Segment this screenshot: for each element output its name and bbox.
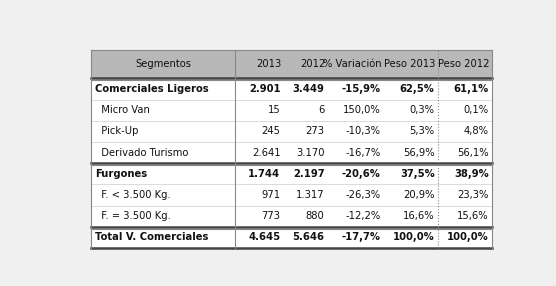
Text: -16,7%: -16,7% <box>345 148 380 158</box>
Bar <box>91 50 492 78</box>
Text: Micro Van: Micro Van <box>96 105 150 115</box>
Text: 2013: 2013 <box>256 59 281 69</box>
Text: 880: 880 <box>306 211 325 221</box>
Text: 5.646: 5.646 <box>292 232 325 242</box>
Text: 5,3%: 5,3% <box>410 126 435 136</box>
Text: Segmentos: Segmentos <box>135 59 191 69</box>
Text: 56,9%: 56,9% <box>403 148 435 158</box>
Text: 2.197: 2.197 <box>293 169 325 179</box>
Text: Derivado Turismo: Derivado Turismo <box>96 148 188 158</box>
Text: 2.901: 2.901 <box>249 84 280 94</box>
Text: 100,0%: 100,0% <box>447 232 489 242</box>
Text: 23,3%: 23,3% <box>458 190 489 200</box>
Text: Furgones: Furgones <box>96 169 147 179</box>
Text: 1.744: 1.744 <box>249 169 280 179</box>
Text: 2.641: 2.641 <box>252 148 280 158</box>
Text: 100,0%: 100,0% <box>393 232 435 242</box>
Text: 971: 971 <box>261 190 280 200</box>
Text: % Variación: % Variación <box>323 59 381 69</box>
Text: 61,1%: 61,1% <box>454 84 489 94</box>
Text: 4.645: 4.645 <box>249 232 280 242</box>
Bar <box>91 78 492 248</box>
Text: 2012: 2012 <box>300 59 325 69</box>
Text: 3.449: 3.449 <box>292 84 325 94</box>
Text: F. = 3.500 Kg.: F. = 3.500 Kg. <box>96 211 171 221</box>
Text: -20,6%: -20,6% <box>342 169 380 179</box>
Text: F. < 3.500 Kg.: F. < 3.500 Kg. <box>96 190 171 200</box>
Text: 273: 273 <box>305 126 325 136</box>
Text: 62,5%: 62,5% <box>400 84 435 94</box>
Text: 245: 245 <box>261 126 280 136</box>
Text: 4,8%: 4,8% <box>464 126 489 136</box>
Text: Pick-Up: Pick-Up <box>96 126 139 136</box>
Text: 0,3%: 0,3% <box>410 105 435 115</box>
Text: -26,3%: -26,3% <box>345 190 380 200</box>
Text: 56,1%: 56,1% <box>457 148 489 158</box>
Text: 20,9%: 20,9% <box>403 190 435 200</box>
Text: Comerciales Ligeros: Comerciales Ligeros <box>96 84 209 94</box>
Text: Peso 2013: Peso 2013 <box>384 59 435 69</box>
Text: 15,6%: 15,6% <box>457 211 489 221</box>
Text: 3.170: 3.170 <box>296 148 325 158</box>
Text: 150,0%: 150,0% <box>343 105 380 115</box>
Text: 16,6%: 16,6% <box>403 211 435 221</box>
Text: 6: 6 <box>318 105 325 115</box>
Text: -15,9%: -15,9% <box>341 84 380 94</box>
Text: 37,5%: 37,5% <box>400 169 435 179</box>
Text: 38,9%: 38,9% <box>454 169 489 179</box>
Text: 15: 15 <box>267 105 280 115</box>
Text: Peso 2012: Peso 2012 <box>438 59 490 69</box>
Text: -12,2%: -12,2% <box>345 211 380 221</box>
Text: 0,1%: 0,1% <box>464 105 489 115</box>
Text: 1.317: 1.317 <box>296 190 325 200</box>
Text: Total V. Comerciales: Total V. Comerciales <box>96 232 208 242</box>
Text: 773: 773 <box>261 211 280 221</box>
Text: -10,3%: -10,3% <box>346 126 380 136</box>
Text: -17,7%: -17,7% <box>341 232 380 242</box>
